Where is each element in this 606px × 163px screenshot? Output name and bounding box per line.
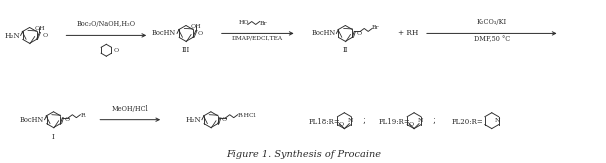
Text: O: O (64, 117, 70, 122)
Text: MeOH/HCl: MeOH/HCl (112, 105, 148, 113)
Text: O: O (222, 117, 227, 122)
Text: DMAP/EDCI,TEA: DMAP/EDCI,TEA (232, 35, 283, 40)
Text: O: O (113, 48, 118, 53)
Text: OH: OH (35, 26, 45, 31)
Text: + RH: + RH (398, 29, 419, 37)
Text: O: O (42, 33, 48, 38)
Text: H₂N: H₂N (5, 32, 21, 40)
Text: BocHN: BocHN (19, 116, 44, 124)
Text: N: N (348, 118, 353, 123)
Text: III: III (182, 46, 190, 54)
Text: I: I (52, 133, 55, 141)
Text: DMF,50 °C: DMF,50 °C (474, 35, 510, 43)
Text: O: O (356, 31, 361, 36)
Text: R: R (81, 113, 85, 118)
Text: PL18:R=: PL18:R= (308, 118, 340, 126)
Text: H₂N: H₂N (185, 116, 201, 124)
Text: BocHN: BocHN (311, 29, 335, 37)
Text: N: N (418, 118, 422, 123)
Text: PL20:R=: PL20:R= (452, 118, 484, 126)
Text: ;: ; (362, 116, 365, 125)
Text: ;: ; (432, 116, 435, 125)
Text: O: O (198, 31, 203, 36)
Text: HO: HO (239, 21, 249, 25)
Text: PL19:R=: PL19:R= (378, 118, 410, 126)
Text: OH: OH (191, 24, 201, 30)
Text: II: II (342, 46, 348, 54)
Text: BocHN: BocHN (152, 29, 176, 37)
Text: R·HCl: R·HCl (238, 113, 256, 118)
Text: Br: Br (372, 25, 379, 30)
Text: Figure 1. Synthesis of Procaine: Figure 1. Synthesis of Procaine (226, 150, 381, 159)
Text: K₂CO₃/KI: K₂CO₃/KI (477, 18, 507, 26)
Text: O: O (408, 122, 413, 127)
Text: N: N (495, 118, 501, 123)
Text: Boc₂O/NaOH,H₂O: Boc₂O/NaOH,H₂O (77, 20, 136, 29)
Text: O: O (338, 122, 344, 127)
Text: Br: Br (260, 21, 267, 26)
